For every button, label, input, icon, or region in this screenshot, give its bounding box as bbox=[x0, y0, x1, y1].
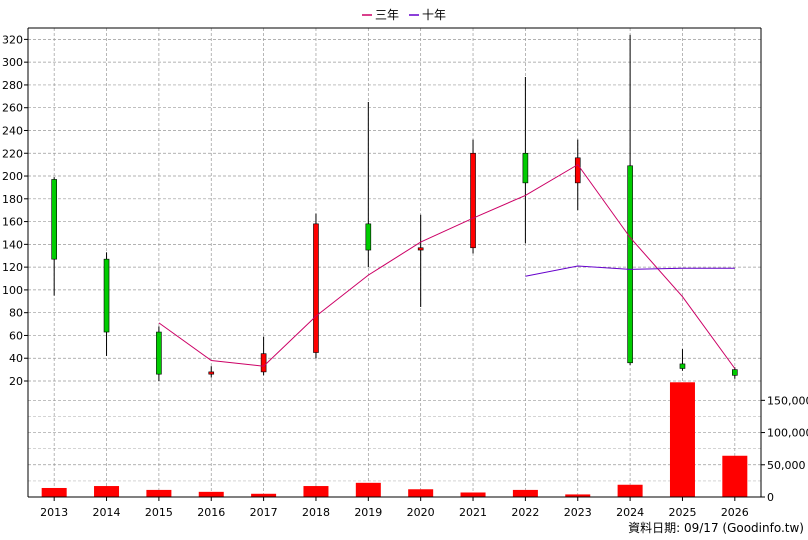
candle-body bbox=[732, 369, 738, 376]
x-tick-label: 2022 bbox=[511, 506, 539, 519]
candle-body bbox=[156, 331, 162, 375]
plot-area: 20 40 60 80 100 120 140 160 180 200 220 240 260 280 30… bbox=[2, 27, 808, 519]
candle-body bbox=[103, 258, 110, 333]
price-tick-label: 120 bbox=[2, 261, 23, 274]
x-tick-label: 2024 bbox=[616, 506, 644, 519]
price-tick-label: 100 bbox=[2, 284, 23, 297]
x-tick-label: 2018 bbox=[302, 506, 330, 519]
volume-bar bbox=[303, 486, 329, 497]
ma-line-三年 bbox=[158, 163, 736, 369]
x-tick-label: 2020 bbox=[407, 506, 435, 519]
candle-body bbox=[679, 363, 686, 369]
volume-bar bbox=[251, 493, 277, 497]
volume-bar bbox=[41, 487, 67, 497]
volume-bar bbox=[617, 484, 643, 497]
x-tick-label: 2026 bbox=[721, 506, 749, 519]
x-tick-label: 2014 bbox=[93, 506, 121, 519]
candle-body bbox=[417, 247, 424, 251]
price-tick-label: 240 bbox=[2, 124, 23, 137]
legend: 三年 十年 bbox=[362, 8, 446, 22]
x-tick-label: 2025 bbox=[668, 506, 696, 519]
x-tick-label: 2016 bbox=[197, 506, 225, 519]
ma-line-十年 bbox=[525, 265, 735, 277]
price-tick-label: 180 bbox=[2, 193, 23, 206]
x-tick-label: 2021 bbox=[459, 506, 487, 519]
candle-body bbox=[365, 223, 372, 251]
x-tick-label: 2015 bbox=[145, 506, 173, 519]
volume-bar bbox=[198, 491, 224, 497]
price-tick-label: 220 bbox=[2, 147, 23, 160]
price-tick-label: 200 bbox=[2, 170, 23, 183]
volume-bar bbox=[94, 486, 120, 497]
candle-body bbox=[260, 353, 267, 373]
volume-bar bbox=[460, 492, 486, 497]
volume-bar bbox=[565, 494, 591, 497]
x-tick-label: 2013 bbox=[40, 506, 68, 519]
legend-label-三年: 三年 bbox=[375, 8, 399, 22]
x-tick-label: 2019 bbox=[354, 506, 382, 519]
candle-body bbox=[208, 371, 215, 375]
price-tick-label: 300 bbox=[2, 56, 23, 69]
volume-bar bbox=[512, 489, 538, 497]
plot-background bbox=[28, 28, 761, 497]
price-tick-label: 140 bbox=[2, 238, 23, 251]
volume-tick-label: 100,000 bbox=[767, 427, 808, 440]
x-tick-label: 2023 bbox=[564, 506, 592, 519]
volume-bar bbox=[146, 489, 172, 497]
price-tick-label: 260 bbox=[2, 102, 23, 115]
price-tick-label: 320 bbox=[2, 33, 23, 46]
volume-tick-label: 0 bbox=[767, 491, 774, 504]
volume-bar bbox=[669, 382, 695, 497]
candle-body bbox=[574, 157, 581, 184]
price-tick-label: 20 bbox=[9, 375, 23, 388]
candle-body bbox=[522, 152, 529, 184]
volume-bar bbox=[355, 482, 381, 497]
candle-body bbox=[627, 165, 633, 364]
volume-bar bbox=[722, 455, 748, 497]
candle-body bbox=[470, 152, 476, 249]
volume-tick-label: 50,000 bbox=[767, 459, 806, 472]
x-tick-label: 2017 bbox=[250, 506, 278, 519]
volume-tick-label: 150,000 bbox=[767, 394, 808, 407]
price-tick-label: 280 bbox=[2, 79, 23, 92]
price-tick-label: 80 bbox=[9, 307, 23, 320]
price-tick-label: 40 bbox=[9, 352, 23, 365]
legend-label-十年: 十年 bbox=[422, 8, 446, 22]
candle-body bbox=[51, 179, 57, 260]
candle-body bbox=[313, 223, 319, 353]
volume-bar bbox=[408, 489, 434, 497]
data-date-footer: 資料日期: 09/17 (Goodinfo.tw) bbox=[628, 521, 804, 535]
price-tick-label: 60 bbox=[9, 329, 23, 342]
price-tick-label: 160 bbox=[2, 216, 23, 229]
